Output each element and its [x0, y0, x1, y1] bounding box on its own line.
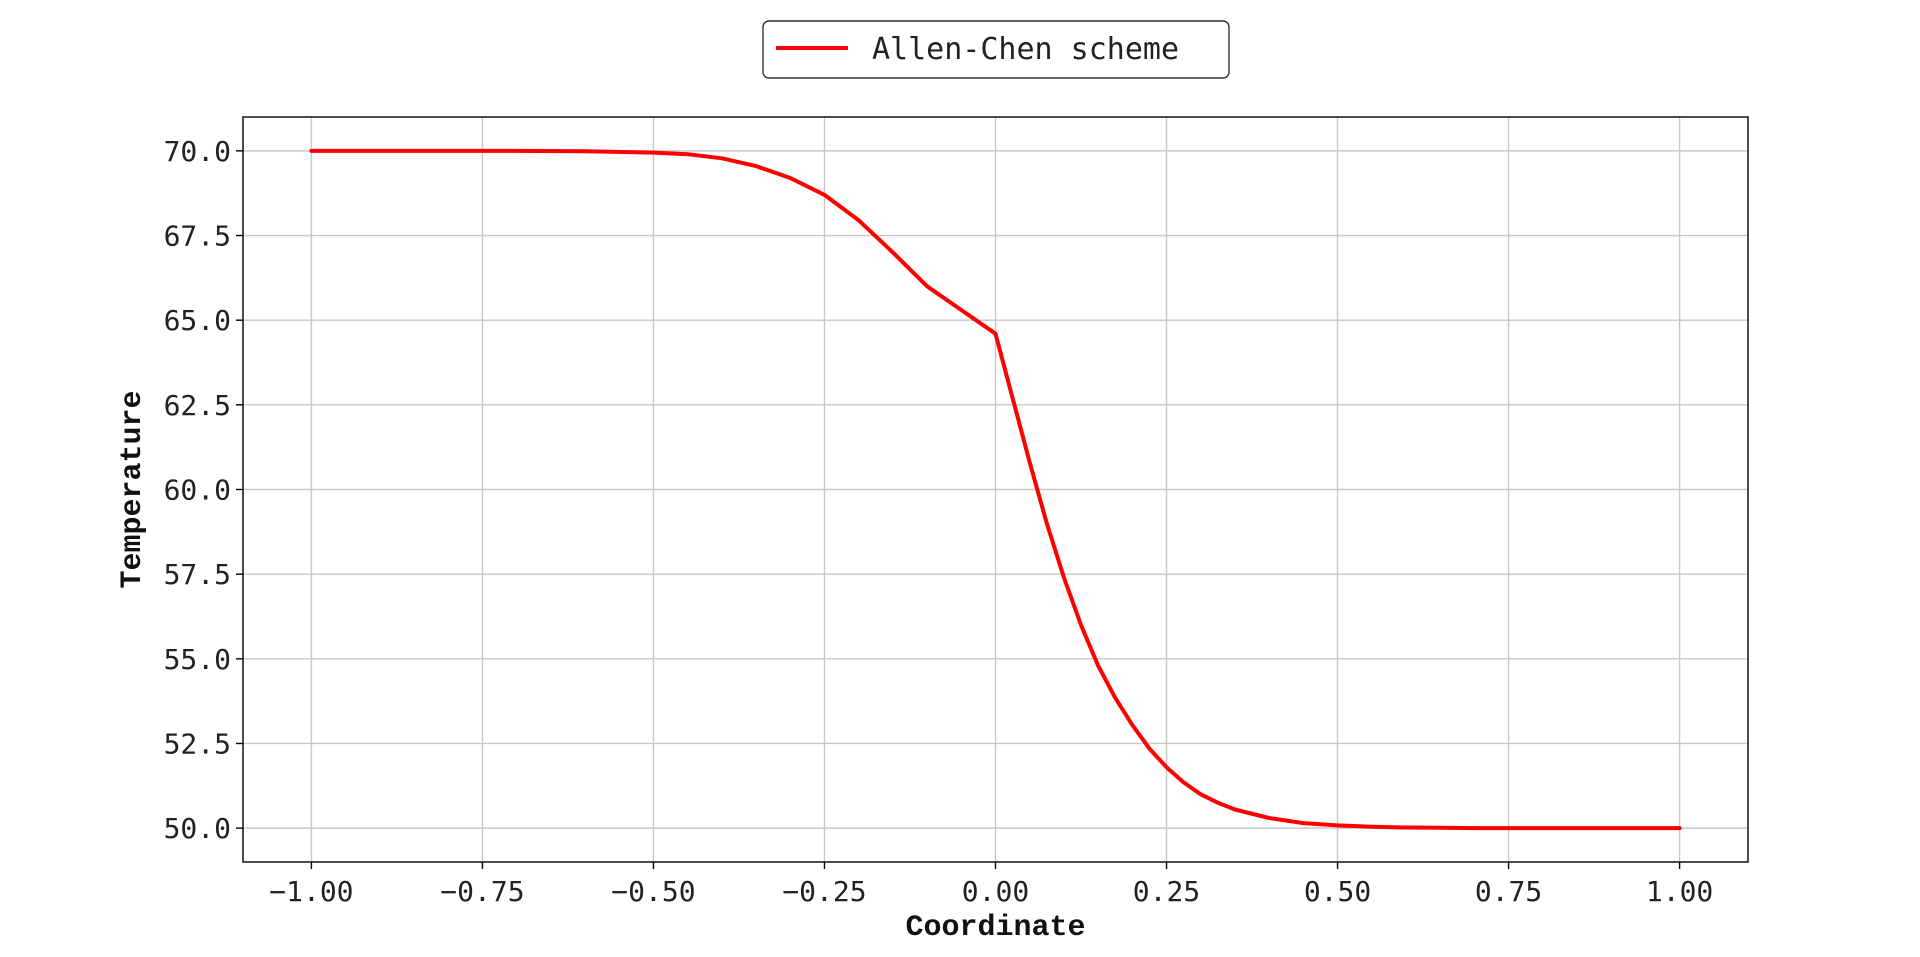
x-tick-label: −0.25 — [782, 875, 866, 908]
legend-box — [762, 20, 1230, 79]
x-tick-label: 1.00 — [1646, 875, 1713, 908]
axis-ticks: −1.00 −0.75 −0.50 −0.25 0.00 0.25 0.50 0.75 1.00… — [164, 135, 1714, 908]
x-tick-label: −0.50 — [611, 875, 695, 908]
y-tick-label: 62.5 — [164, 389, 231, 422]
series-line-0 — [309, 148, 1682, 831]
x-tick-label: 0.00 — [962, 875, 1029, 908]
x-tick-label: 0.50 — [1304, 875, 1371, 908]
y-tick-label: 70.0 — [164, 135, 231, 168]
legend-label: Allen-Chen scheme — [872, 32, 1179, 67]
x-tick-label: 0.25 — [1133, 875, 1200, 908]
x-tick-label: −1.00 — [269, 875, 353, 908]
series-layer — [309, 148, 1682, 831]
x-tick-label: −0.75 — [440, 875, 524, 908]
x-tick-label: 0.75 — [1475, 875, 1542, 908]
y-tick-label: 57.5 — [164, 558, 231, 591]
legend: Allen-Chen scheme — [762, 20, 1230, 79]
x-axis-label: Coordinate — [905, 911, 1085, 945]
y-tick-label: 55.0 — [164, 643, 231, 676]
y-tick-label: 50.0 — [164, 812, 231, 845]
y-axis-label: Temperature — [116, 390, 150, 588]
y-tick-label: 65.0 — [164, 304, 231, 337]
y-tick-label: 60.0 — [164, 474, 231, 507]
y-tick-label: 52.5 — [164, 727, 231, 760]
grid-lines — [243, 117, 1748, 862]
y-tick-label: 67.5 — [164, 220, 231, 253]
